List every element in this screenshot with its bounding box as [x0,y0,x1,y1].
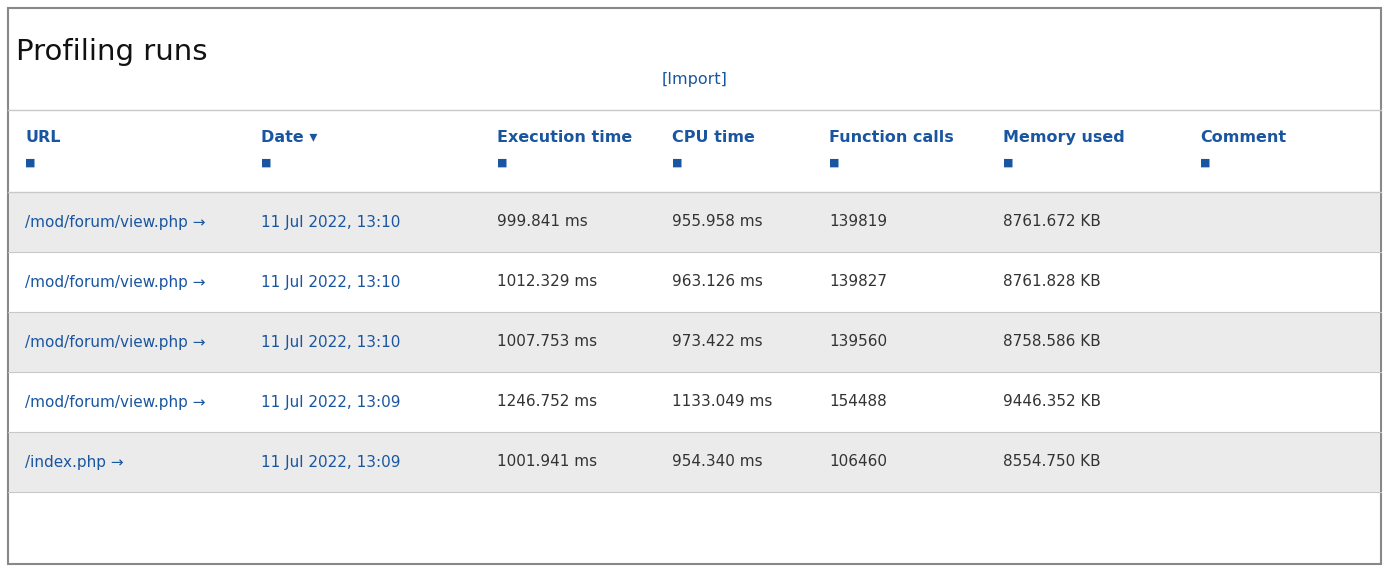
Text: /mod/forum/view.php →: /mod/forum/view.php → [25,275,206,289]
Text: 11 Jul 2022, 13:09: 11 Jul 2022, 13:09 [261,395,400,410]
Text: /mod/forum/view.php →: /mod/forum/view.php → [25,335,206,349]
Text: CPU time: CPU time [672,130,756,145]
Text: 955.958 ms: 955.958 ms [672,214,763,229]
Text: 139560: 139560 [829,335,888,349]
Text: ■: ■ [672,158,683,168]
Text: 1012.329 ms: 1012.329 ms [497,275,597,289]
Bar [8,432,1381,492]
Text: 1246.752 ms: 1246.752 ms [497,395,597,410]
Text: /mod/forum/view.php →: /mod/forum/view.php → [25,214,206,229]
Bar [8,372,1381,432]
Text: 8554.750 KB: 8554.750 KB [1003,455,1100,470]
Text: 973.422 ms: 973.422 ms [672,335,763,349]
Text: 1001.941 ms: 1001.941 ms [497,455,597,470]
Text: 8761.672 KB: 8761.672 KB [1003,214,1100,229]
Text: 954.340 ms: 954.340 ms [672,455,763,470]
Text: 963.126 ms: 963.126 ms [672,275,763,289]
Text: 9446.352 KB: 9446.352 KB [1003,395,1101,410]
Text: 999.841 ms: 999.841 ms [497,214,588,229]
Bar [8,252,1381,312]
Text: 139827: 139827 [829,275,888,289]
Text: /index.php →: /index.php → [25,455,124,470]
Text: 8758.586 KB: 8758.586 KB [1003,335,1100,349]
Text: 154488: 154488 [829,395,888,410]
Text: ■: ■ [1003,158,1014,168]
Text: ■: ■ [261,158,272,168]
Text: 1133.049 ms: 1133.049 ms [672,395,772,410]
Text: 8761.828 KB: 8761.828 KB [1003,275,1100,289]
Text: [Import]: [Import] [661,72,728,87]
Text: 139819: 139819 [829,214,888,229]
Text: Function calls: Function calls [829,130,954,145]
Text: ■: ■ [25,158,36,168]
Text: Profiling runs: Profiling runs [17,38,207,66]
Text: 11 Jul 2022, 13:09: 11 Jul 2022, 13:09 [261,455,400,470]
Text: URL: URL [25,130,61,145]
Text: Memory used: Memory used [1003,130,1125,145]
Text: /mod/forum/view.php →: /mod/forum/view.php → [25,395,206,410]
Bar [8,192,1381,252]
Text: ■: ■ [1200,158,1211,168]
Text: 106460: 106460 [829,455,888,470]
Text: ■: ■ [829,158,840,168]
Text: Comment: Comment [1200,130,1286,145]
Text: Date ▾: Date ▾ [261,130,318,145]
Text: ■: ■ [497,158,508,168]
Text: 11 Jul 2022, 13:10: 11 Jul 2022, 13:10 [261,275,400,289]
Bar [8,312,1381,372]
Text: 1007.753 ms: 1007.753 ms [497,335,597,349]
Text: 11 Jul 2022, 13:10: 11 Jul 2022, 13:10 [261,214,400,229]
Text: 11 Jul 2022, 13:10: 11 Jul 2022, 13:10 [261,335,400,349]
Text: Execution time: Execution time [497,130,632,145]
